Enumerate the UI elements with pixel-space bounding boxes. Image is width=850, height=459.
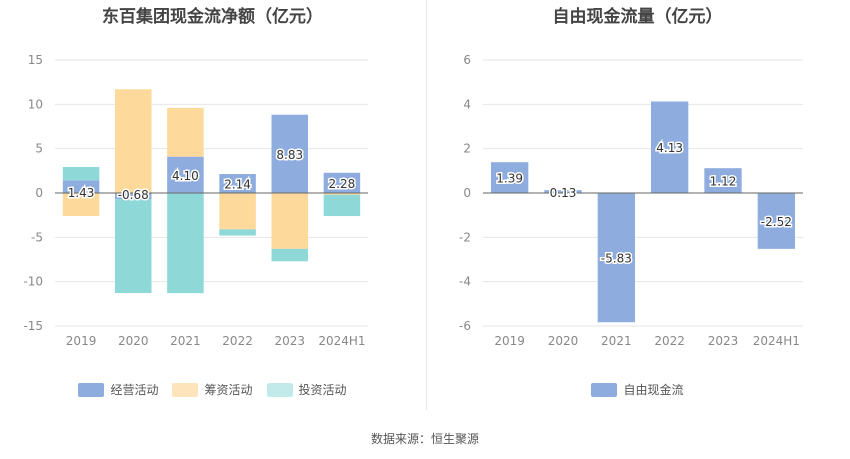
- bar-0-2024H1: [757, 193, 795, 249]
- bar-0-2020: [544, 190, 582, 193]
- data-label: 1.12: [710, 175, 737, 189]
- net-cashflow-chart-panel: 东百集团现金流净额（亿元） 15 10 5 0 -5 -10 -15 2019 2020 2021…: [0, 0, 425, 410]
- y-tick-label: -15: [23, 319, 43, 333]
- bar-2-2019: [62, 167, 100, 181]
- legend-label-operating: 经营活动: [110, 383, 159, 397]
- x-tick-label: 2022: [654, 334, 685, 348]
- y-tick-label: 0: [35, 186, 43, 200]
- data-label: 1.43: [68, 186, 95, 200]
- legend-item-operating[interactable]: 经营活动: [78, 381, 158, 398]
- legend-label-financing: 筹资活动: [204, 383, 253, 397]
- bar-1-2021: [167, 107, 204, 157]
- bar-1-2022: [219, 193, 256, 230]
- data-label: 2.14: [224, 178, 251, 192]
- data-label: -5.83: [601, 252, 632, 266]
- panel-divider: [426, 0, 427, 410]
- free-cashflow-chart-title: 自由现金流量（亿元）: [552, 7, 723, 27]
- bar-0-2019: [62, 180, 100, 193]
- bar-2-2024H1: [323, 194, 361, 217]
- bar-0-2023: [271, 114, 309, 193]
- legend-swatch-investing: [266, 382, 293, 397]
- x-tick-label: 2023: [274, 334, 305, 348]
- bar-1-2024H1: [323, 193, 361, 195]
- x-tick-label: 2019: [66, 334, 97, 348]
- y-tick-label: 4: [463, 97, 471, 111]
- y-tick-label: -6: [459, 319, 471, 333]
- x-tick-label: 2022: [222, 334, 253, 348]
- legend-swatch-financing: [172, 382, 199, 397]
- net-cashflow-chart: 15 10 5 0 -5 -10 -15 2019 2020 2021 2022 2023 2024H1…: [23, 53, 368, 348]
- bar-2-2023: [271, 248, 309, 262]
- bar-2-2020: [114, 199, 152, 294]
- free-cashflow-legend: 自由现金流: [425, 381, 850, 398]
- data-label: 2.28: [329, 177, 356, 191]
- y-tick-label: -10: [23, 275, 43, 289]
- bar-0-2022: [219, 174, 256, 193]
- bar-1-2019: [62, 193, 100, 217]
- legend-label-free-cashflow: 自由现金流: [623, 383, 684, 397]
- x-tick-label: 2020: [548, 334, 579, 348]
- x-tick-label: 2024H1: [318, 334, 365, 348]
- bar-0-2024H1: [323, 172, 361, 193]
- data-label: -2.52: [761, 215, 792, 229]
- y-tick-label: 10: [28, 97, 43, 111]
- legend-item-free-cashflow[interactable]: 自由现金流: [591, 381, 684, 398]
- bar-0-2022: [651, 101, 689, 193]
- net-cashflow-legend: 经营活动 筹资活动 投资活动: [0, 381, 425, 398]
- y-tick-label: -4: [459, 275, 471, 289]
- x-tick-label: 2023: [708, 334, 739, 348]
- legend-swatch-free-cashflow: [591, 382, 618, 397]
- legend-swatch-operating: [78, 382, 105, 397]
- data-label: 8.83: [276, 148, 303, 162]
- bar-1-2023: [271, 193, 309, 249]
- y-tick-label: 0: [463, 186, 471, 200]
- legend-item-investing[interactable]: 投资活动: [266, 381, 347, 398]
- free-cashflow-chart: 6 4 2 0 -2 -4 -6 2019 2020 2021 2022 2023 2024H1 1.39…: [459, 53, 803, 348]
- bar-0-2021: [597, 193, 635, 323]
- y-tick-label: 15: [28, 53, 43, 67]
- x-tick-label: 2024H1: [753, 334, 800, 348]
- bar-0-2019: [491, 162, 529, 193]
- bar-0-2021: [167, 156, 204, 193]
- y-tick-label: -2: [459, 230, 471, 244]
- x-tick-label: 2021: [170, 334, 201, 348]
- data-label: 4.10: [172, 169, 199, 183]
- x-tick-label: 2021: [601, 334, 632, 348]
- y-tick-label: 2: [463, 142, 471, 156]
- net-cashflow-chart-title: 东百集团现金流净额（亿元）: [102, 7, 323, 27]
- y-tick-label: 6: [463, 53, 471, 67]
- data-label: 0.13: [550, 186, 577, 200]
- bar-0-2020: [114, 193, 152, 200]
- y-tick-label: 5: [35, 142, 43, 156]
- data-source-note: 数据来源：恒生聚源: [370, 432, 479, 446]
- legend-label-investing: 投资活动: [298, 383, 347, 397]
- bar-2-2022: [219, 229, 256, 236]
- x-tick-label: 2019: [494, 334, 525, 348]
- free-cashflow-chart-panel: 自由现金流量（亿元） 6 4 2 0 -2 -4 -6 2019 2020 2021 2022 202…: [425, 0, 850, 410]
- legend-item-financing[interactable]: 筹资活动: [172, 381, 253, 398]
- data-label: -0.68: [118, 188, 149, 202]
- x-tick-label: 2020: [118, 334, 149, 348]
- y-tick-label: -5: [31, 230, 43, 244]
- bar-0-2023: [704, 168, 742, 193]
- bar-2-2021: [167, 193, 204, 294]
- bar-1-2020: [114, 89, 152, 193]
- data-label: 4.13: [656, 141, 683, 155]
- data-label: 1.39: [496, 172, 523, 186]
